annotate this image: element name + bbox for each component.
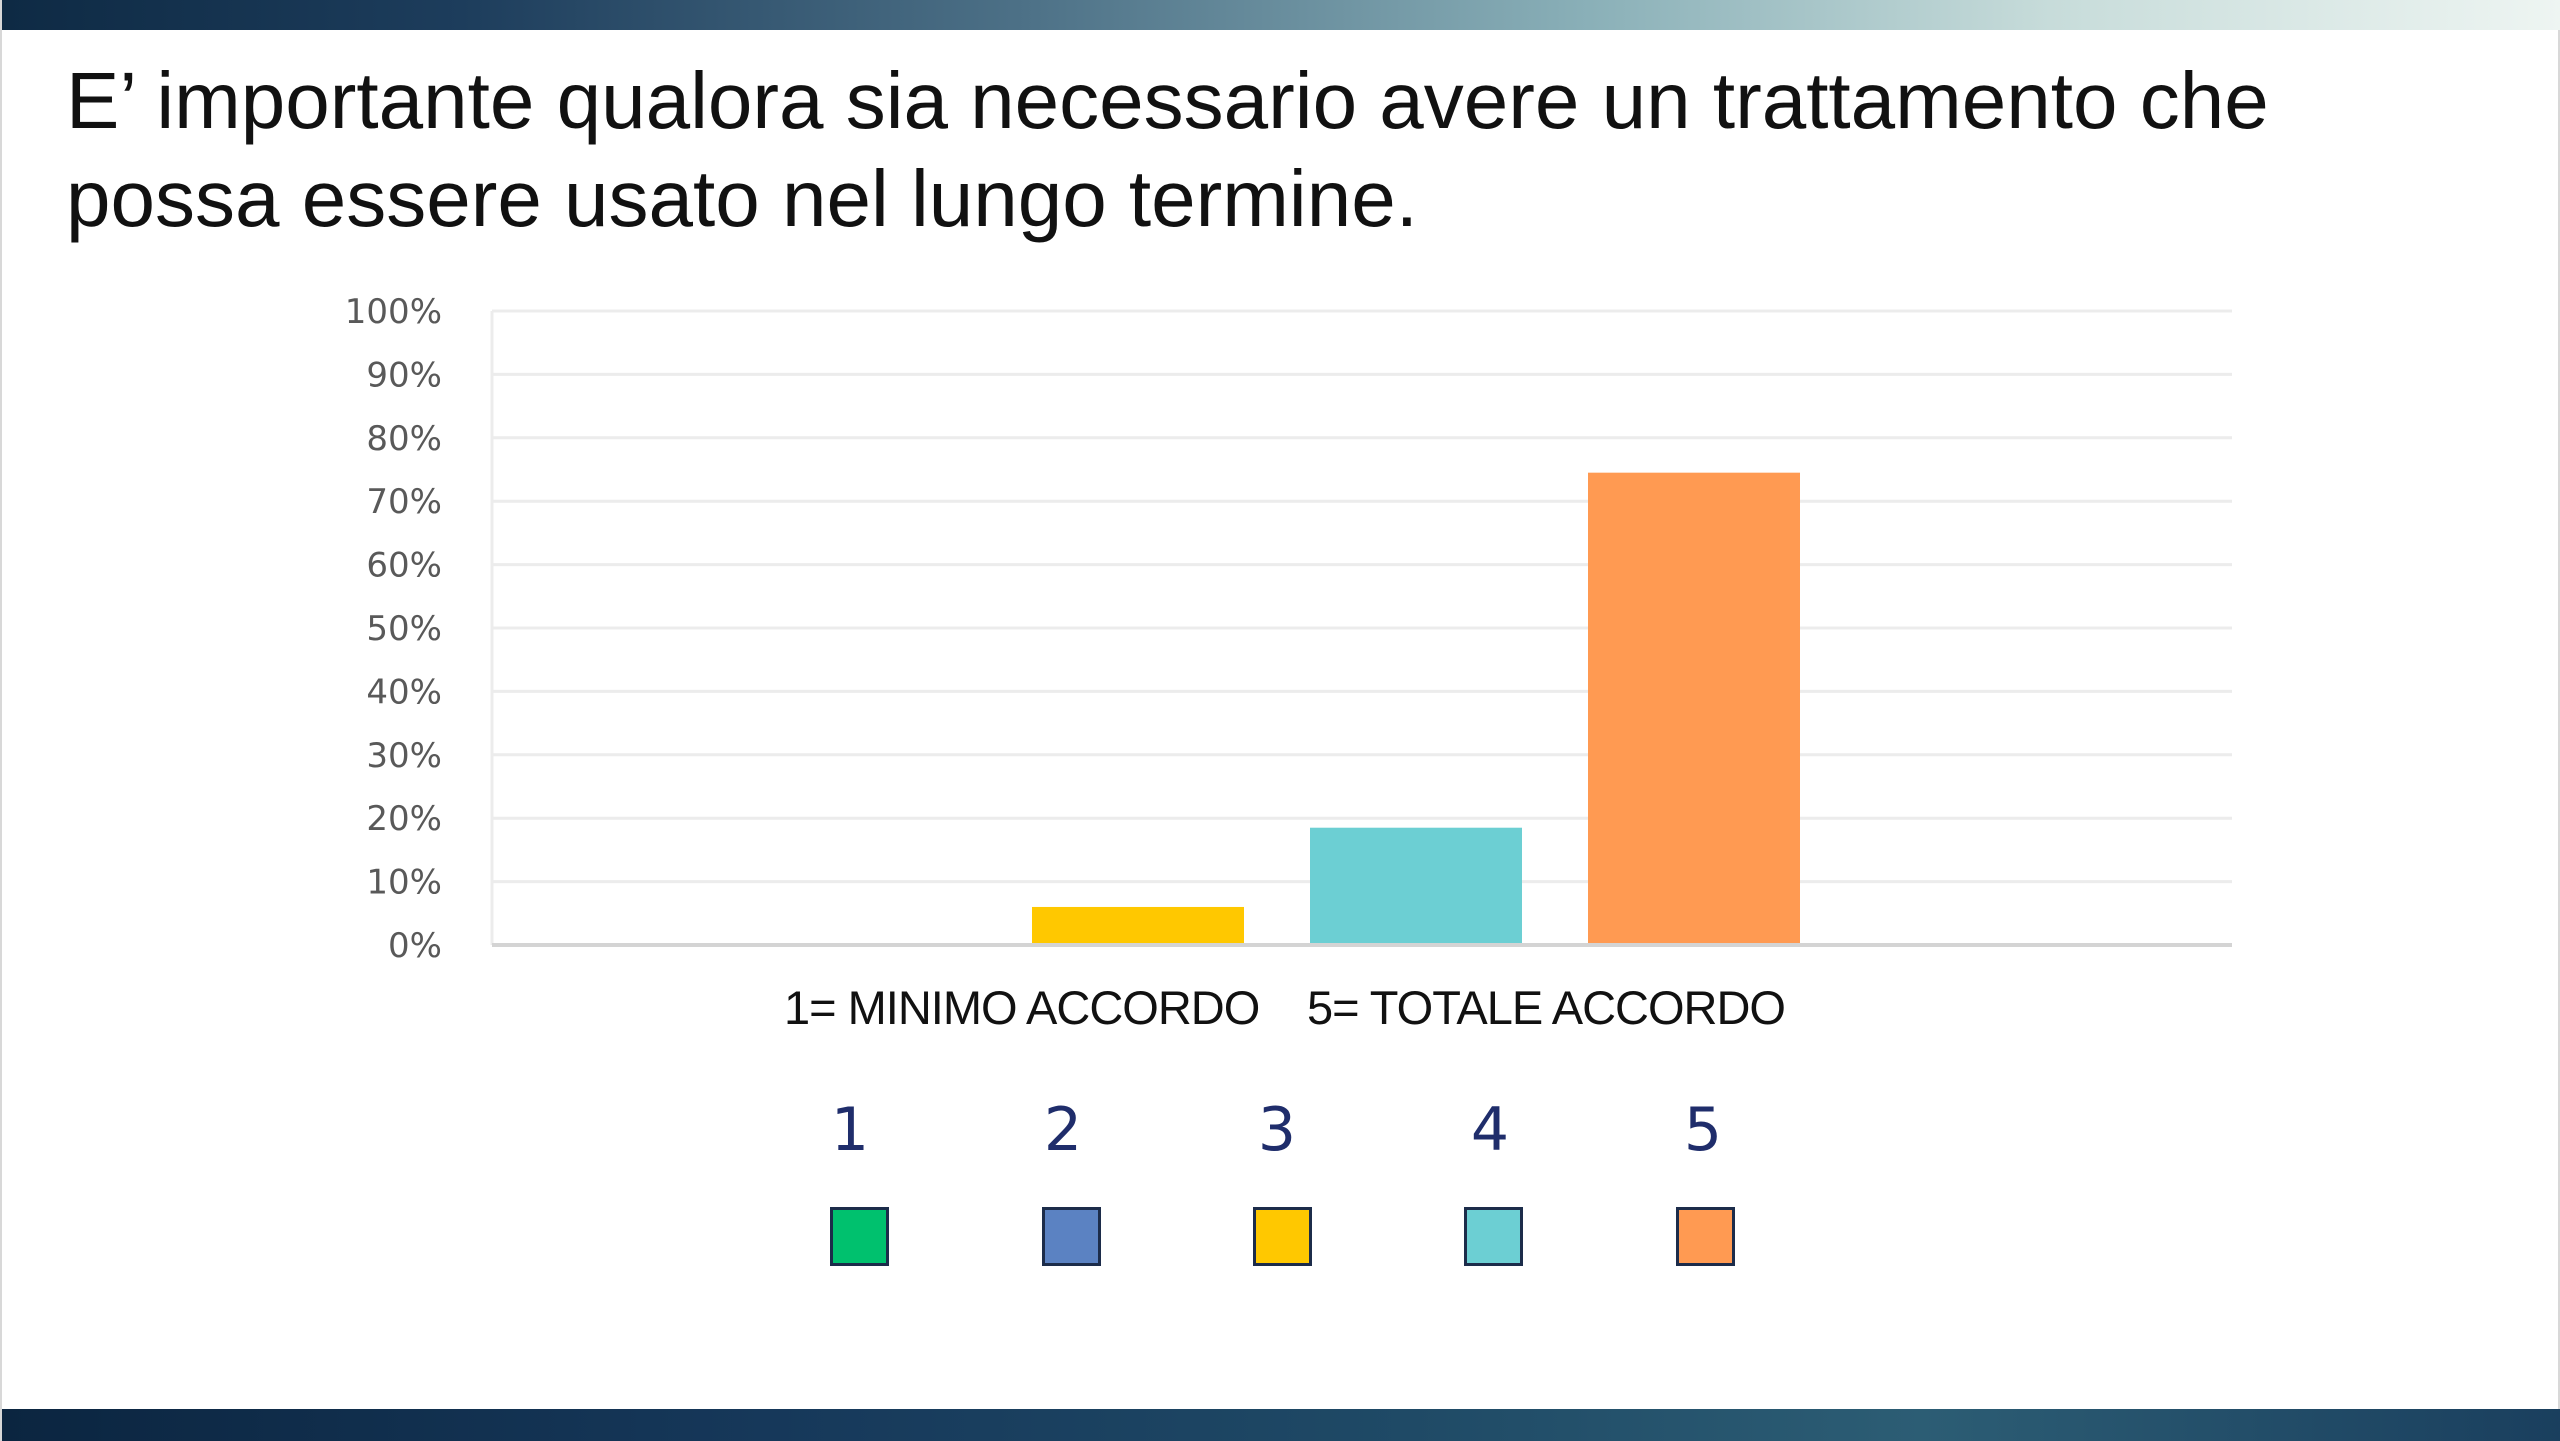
y-tick-label: 0%: [388, 926, 442, 966]
scale-note-max: 5= TOTALE ACCORDO: [1307, 981, 1786, 1034]
legend-swatch-1: [830, 1207, 889, 1266]
y-tick-label: 60%: [366, 546, 442, 586]
legend-swatch-2: [1042, 1207, 1101, 1266]
legend-swatch-4: [1464, 1207, 1523, 1266]
y-tick-label: 80%: [366, 419, 442, 459]
y-tick-label: 20%: [366, 799, 442, 839]
y-tick-label: 10%: [366, 863, 442, 903]
y-tick-label: 40%: [366, 672, 442, 712]
slide-title: E’ importante qualora sia necessario ave…: [66, 56, 2269, 243]
bar-4: [1310, 827, 1522, 945]
legend-number-1: 1: [830, 1095, 870, 1165]
bar-5: [1588, 472, 1800, 945]
y-tick-label: 90%: [366, 355, 442, 395]
legend-number-4: 4: [1470, 1095, 1510, 1165]
chart-bars: [1032, 472, 1800, 945]
chart-gridlines: [490, 309, 2232, 945]
top-decorative-band: [2, 0, 2560, 30]
y-tick-label: 30%: [366, 736, 442, 776]
y-tick-label: 50%: [366, 609, 442, 649]
bar-3: [1032, 906, 1244, 945]
y-tick-label: 70%: [366, 482, 442, 522]
legend-number-5: 5: [1683, 1095, 1723, 1165]
legend-swatch-3: [1253, 1207, 1312, 1266]
chart-y-tick-labels: 0% 10% 20% 30% 40% 50% 60% 70% 80% 90% 100%: [345, 292, 442, 966]
bottom-decorative-band: [2, 1409, 2560, 1441]
scale-note-min: 1= MINIMO ACCORDO: [784, 981, 1260, 1034]
legend-swatch-5: [1676, 1207, 1735, 1266]
legend-number-3: 3: [1257, 1095, 1297, 1165]
y-tick-label: 100%: [345, 292, 442, 332]
legend-number-2: 2: [1043, 1095, 1083, 1165]
